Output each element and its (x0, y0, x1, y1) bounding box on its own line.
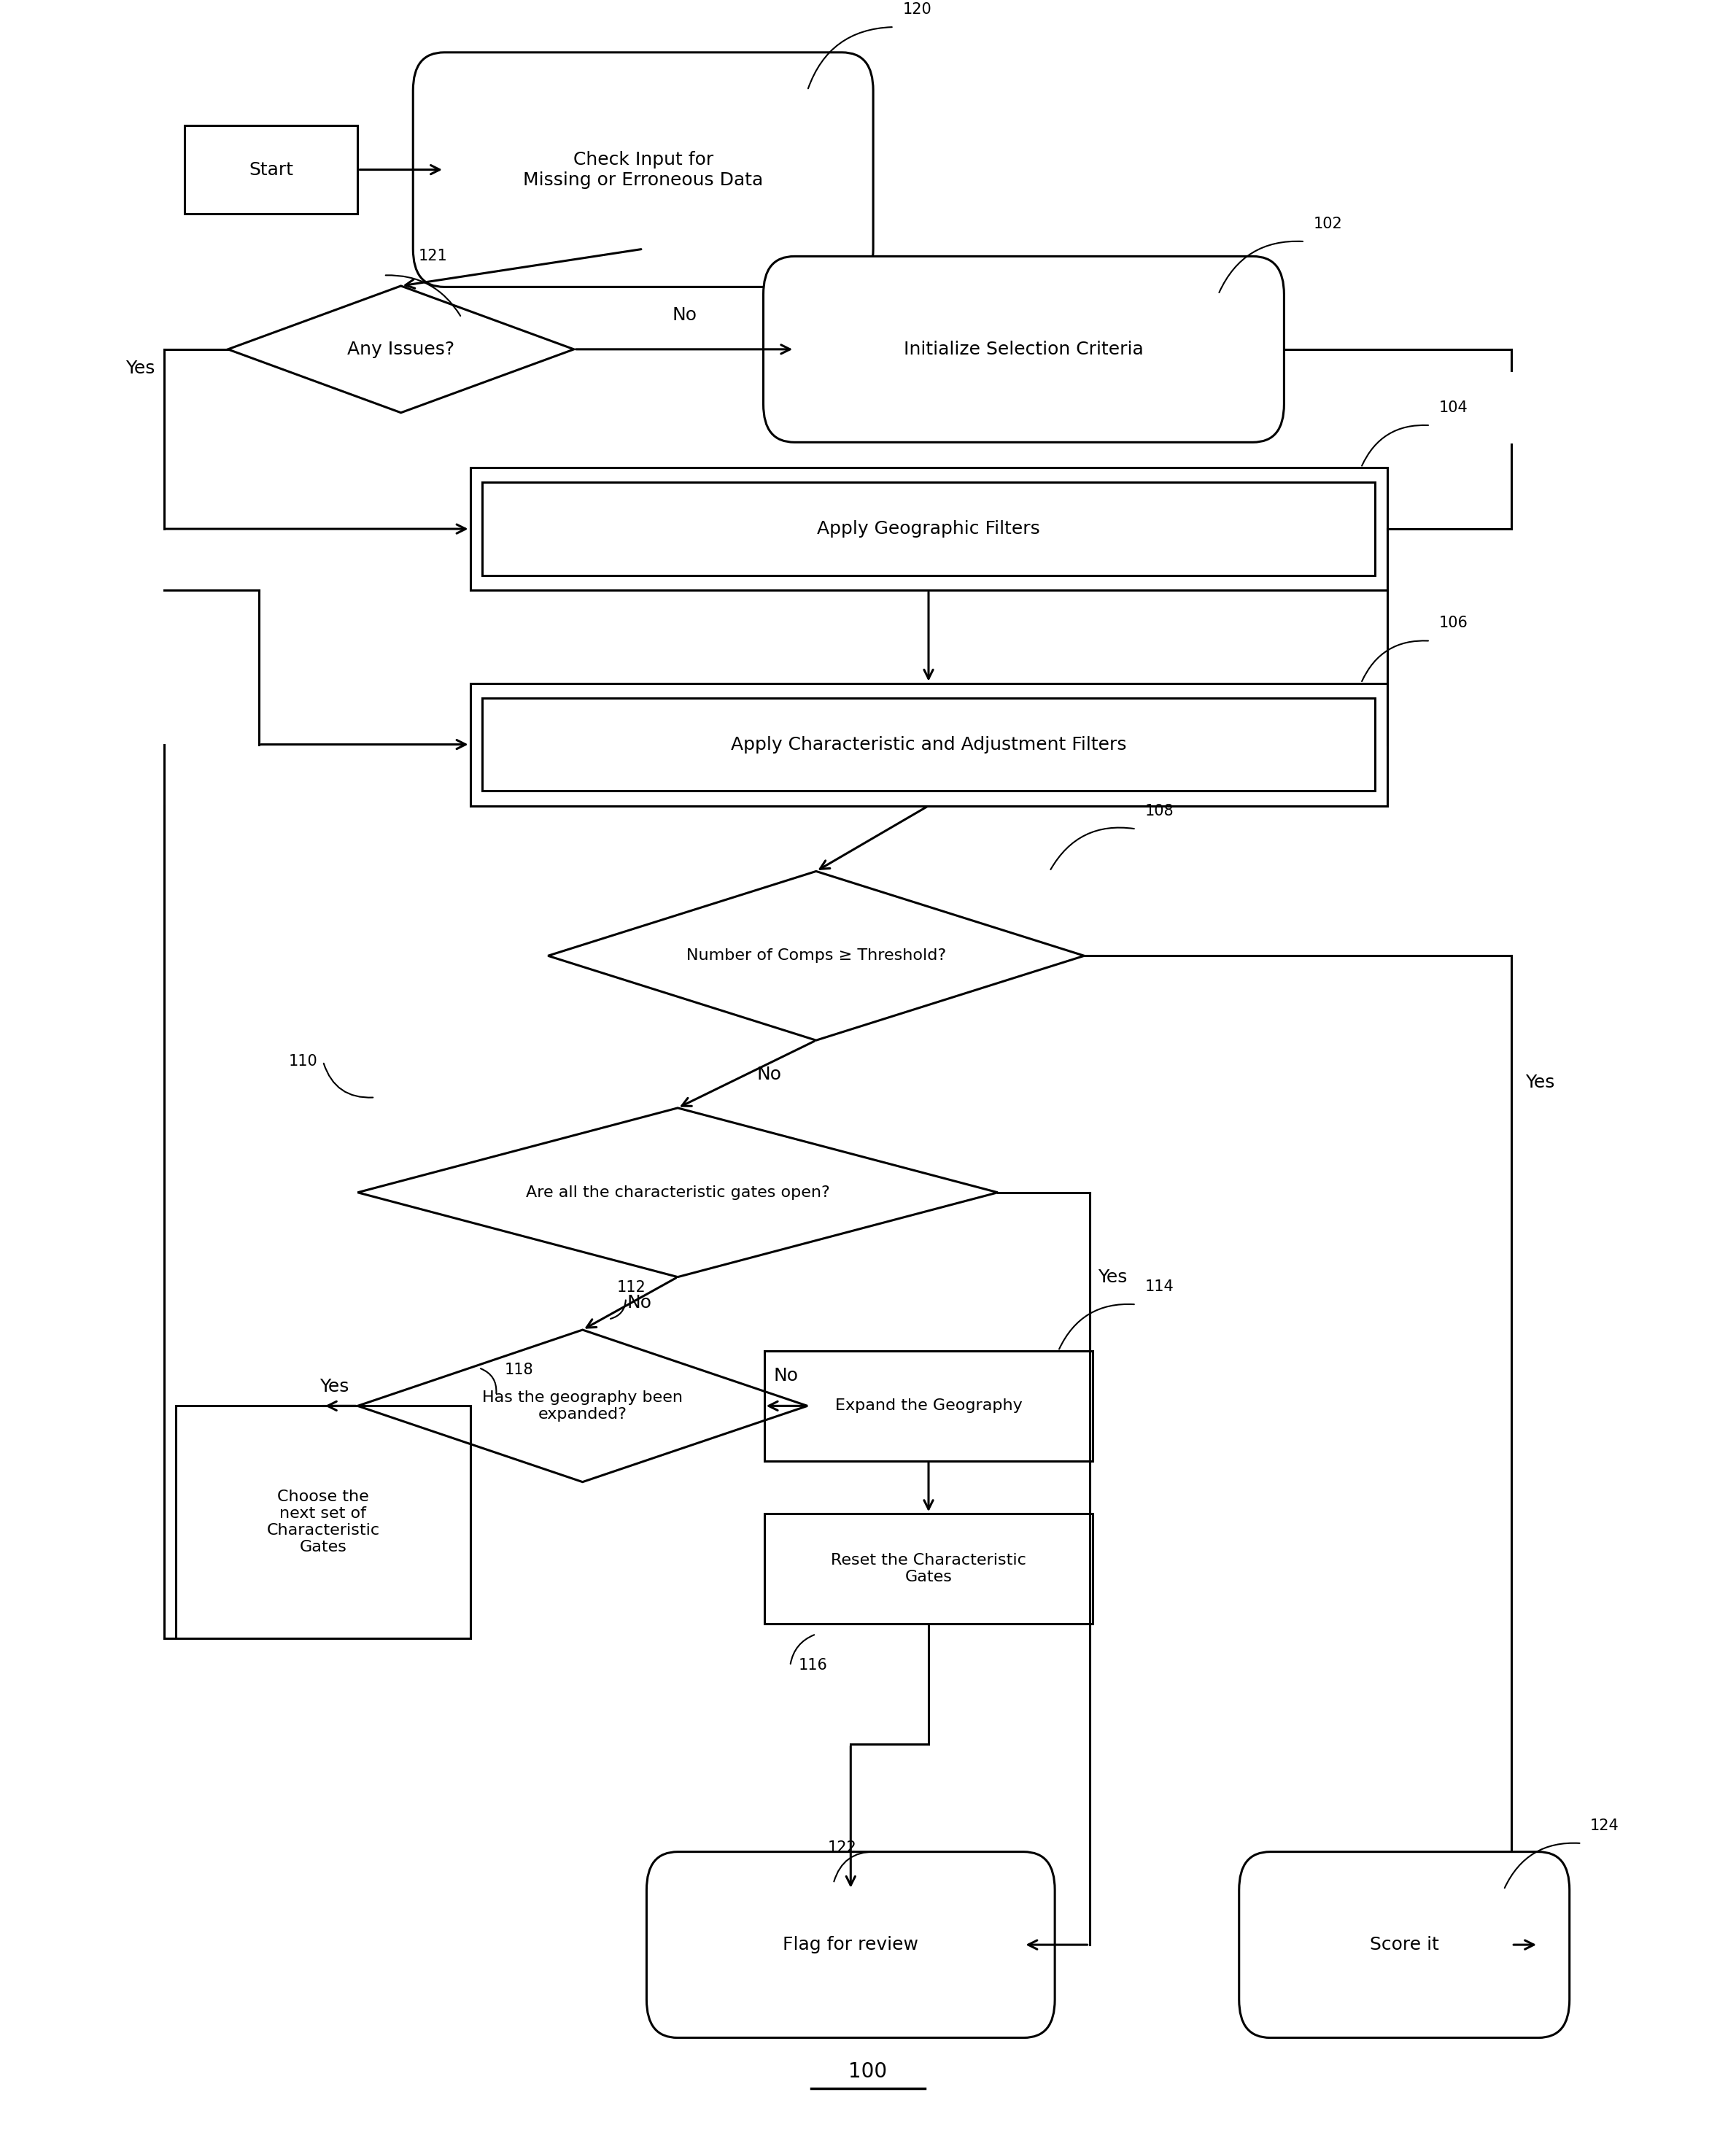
Text: Choose the
next set of
Characteristic
Gates: Choose the next set of Characteristic Ga… (267, 1490, 380, 1554)
Text: 124: 124 (1590, 1817, 1620, 1832)
Text: Has the geography been
expanded?: Has the geography been expanded? (483, 1390, 682, 1422)
Bar (764, 1514, 1094, 1623)
Bar (470, 684, 1387, 806)
Polygon shape (358, 1330, 807, 1482)
Text: 122: 122 (828, 1841, 856, 1854)
Bar (175, 1407, 470, 1638)
Text: Apply Characteristic and Adjustment Filters: Apply Characteristic and Adjustment Filt… (731, 735, 1127, 753)
FancyBboxPatch shape (646, 1852, 1055, 2038)
Text: 106: 106 (1439, 616, 1469, 631)
Text: 118: 118 (505, 1362, 533, 1377)
Text: 116: 116 (799, 1659, 828, 1672)
Text: Number of Comps ≥ Threshold?: Number of Comps ≥ Threshold? (686, 949, 946, 962)
Text: 108: 108 (1144, 804, 1174, 819)
Text: No: No (757, 1065, 781, 1082)
Text: Start: Start (248, 160, 293, 177)
Text: 110: 110 (288, 1054, 318, 1069)
Text: Apply Geographic Filters: Apply Geographic Filters (818, 520, 1040, 537)
FancyBboxPatch shape (413, 53, 873, 286)
Bar (483, 483, 1375, 575)
Text: Yes: Yes (1099, 1268, 1127, 1285)
Text: Flag for review: Flag for review (783, 1937, 918, 1954)
Text: Any Issues?: Any Issues? (347, 340, 455, 357)
Text: No: No (672, 306, 696, 325)
Text: 121: 121 (418, 248, 448, 263)
Text: Expand the Geography: Expand the Geography (835, 1398, 1023, 1413)
FancyBboxPatch shape (1240, 1852, 1569, 2038)
Text: Score it: Score it (1370, 1937, 1439, 1954)
Polygon shape (358, 1107, 998, 1276)
Text: Are all the characteristic gates open?: Are all the characteristic gates open? (526, 1184, 830, 1199)
Polygon shape (549, 872, 1085, 1041)
Text: 112: 112 (618, 1281, 646, 1296)
Polygon shape (227, 286, 575, 413)
Bar (764, 1351, 1094, 1460)
Bar (470, 468, 1387, 590)
FancyBboxPatch shape (764, 257, 1285, 443)
Text: 120: 120 (903, 2, 932, 17)
Text: Initialize Selection Criteria: Initialize Selection Criteria (904, 340, 1144, 357)
Text: 100: 100 (849, 2061, 887, 2082)
Bar (184, 126, 358, 214)
Text: No: No (627, 1293, 651, 1311)
Text: 102: 102 (1314, 216, 1342, 231)
Text: Reset the Characteristic
Gates: Reset the Characteristic Gates (832, 1552, 1026, 1584)
Text: Check Input for
Missing or Erroneous Data: Check Input for Missing or Erroneous Dat… (523, 152, 764, 188)
Text: 104: 104 (1439, 400, 1469, 415)
Text: Yes: Yes (1526, 1073, 1555, 1090)
Text: No: No (774, 1368, 799, 1385)
Text: Yes: Yes (319, 1377, 349, 1396)
Text: Yes: Yes (125, 359, 155, 378)
Bar (483, 697, 1375, 791)
Text: 114: 114 (1144, 1279, 1174, 1293)
